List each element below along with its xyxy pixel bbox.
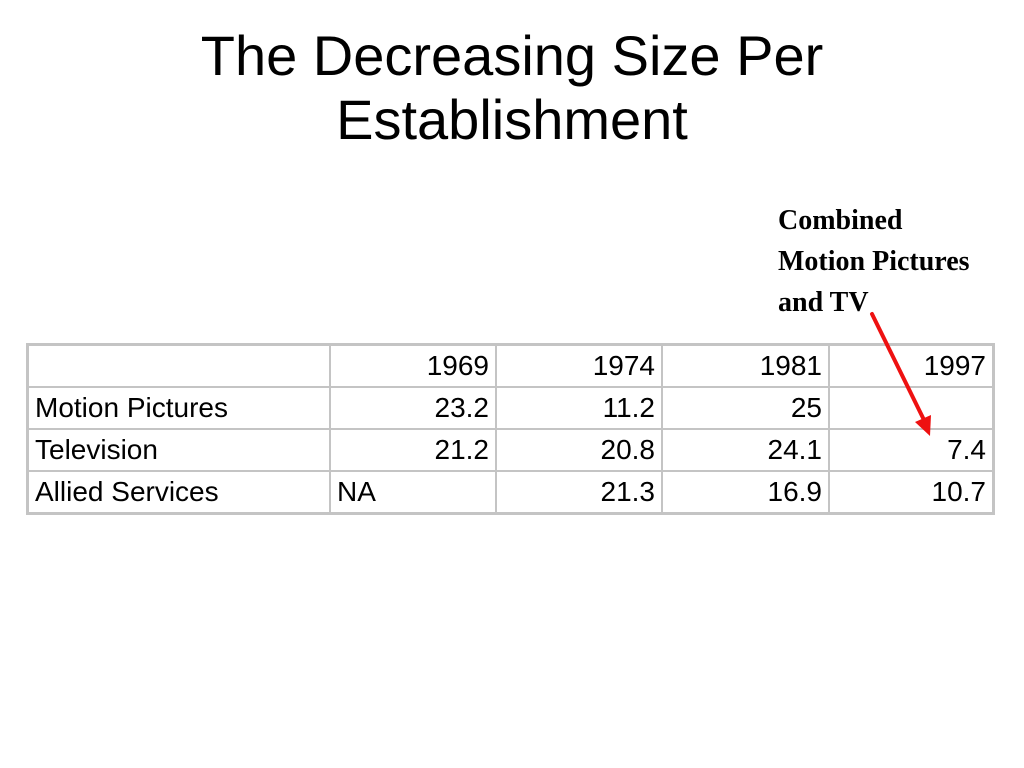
header-cell-1969: 1969 (329, 343, 497, 388)
cell-value: 16.9 (661, 470, 830, 515)
slide-title: The Decreasing Size Per Establishment (0, 24, 1024, 152)
cell-value: 23.2 (329, 386, 497, 430)
header-cell-empty (26, 343, 331, 388)
cell-value: 10.7 (828, 470, 995, 515)
cell-value (828, 386, 995, 430)
cell-value: 20.8 (495, 428, 663, 472)
table-row-allied-services: Allied Services NA 21.3 16.9 10.7 (26, 470, 995, 515)
annotation-line-2: Motion Pictures (778, 246, 970, 277)
row-label: Allied Services (26, 470, 331, 515)
row-label: Television (26, 428, 331, 472)
table-row-motion-pictures: Motion Pictures 23.2 11.2 25 (26, 386, 995, 430)
cell-value: 25 (661, 386, 830, 430)
cell-value: 24.1 (661, 428, 830, 472)
cell-value: 21.3 (495, 470, 663, 515)
cell-value: 11.2 (495, 386, 663, 430)
combined-annotation: Combined Motion Pictures and TV (778, 200, 1018, 323)
establishment-size-table: 1969 1974 1981 1997 Motion Pictures 23.2… (26, 343, 995, 515)
annotation-line-3: and TV (778, 287, 869, 318)
cell-value: 7.4 (828, 428, 995, 472)
table-header-row: 1969 1974 1981 1997 (26, 343, 995, 388)
slide-title-line-1: The Decreasing Size Per (200, 24, 824, 87)
annotation-line-1: Combined (778, 205, 903, 236)
header-cell-1981: 1981 (661, 343, 830, 388)
row-label: Motion Pictures (26, 386, 331, 430)
header-cell-1997: 1997 (828, 343, 995, 388)
cell-value: 21.2 (329, 428, 497, 472)
cell-value: NA (329, 470, 497, 515)
slide-title-line-2: Establishment (336, 88, 688, 151)
table-row-television: Television 21.2 20.8 24.1 7.4 (26, 428, 995, 472)
header-cell-1974: 1974 (495, 343, 663, 388)
